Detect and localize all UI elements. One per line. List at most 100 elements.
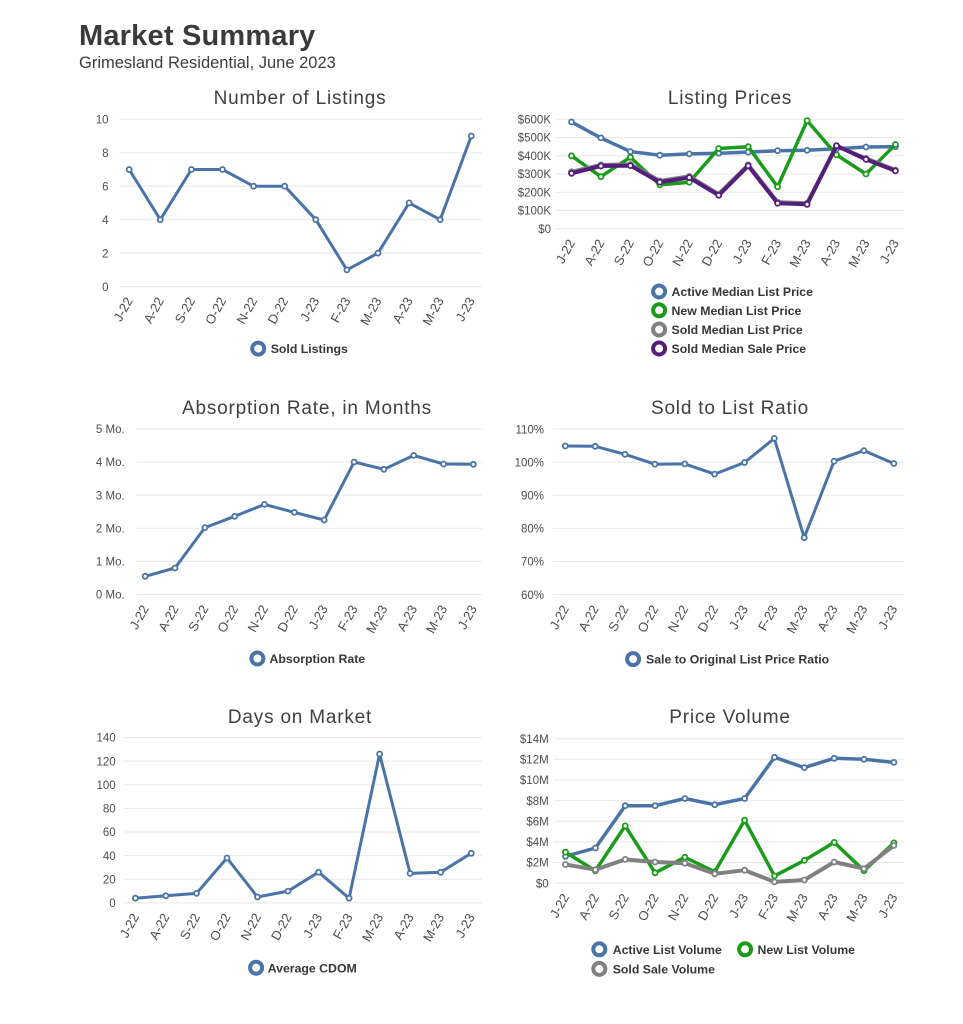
svg-text:Number of Listings: Number of Listings: [214, 88, 387, 109]
svg-text:F-23: F-23: [755, 603, 781, 634]
svg-text:110%: 110%: [515, 424, 544, 436]
svg-text:J-22: J-22: [126, 602, 151, 631]
svg-text:O-22: O-22: [214, 602, 241, 635]
svg-text:$100K: $100K: [518, 206, 552, 218]
svg-text:4 Mo.: 4 Mo.: [96, 457, 125, 469]
svg-text:M-23: M-23: [363, 602, 390, 635]
svg-text:$600K: $600K: [518, 115, 552, 127]
svg-text:A-23: A-23: [814, 603, 840, 634]
svg-text:60: 60: [103, 827, 116, 839]
svg-text:S-22: S-22: [605, 891, 631, 922]
svg-text:J-23: J-23: [453, 295, 478, 324]
svg-text:F-23: F-23: [758, 237, 784, 268]
svg-text:$500K: $500K: [518, 133, 552, 145]
svg-text:120: 120: [97, 756, 116, 768]
svg-text:0: 0: [102, 282, 108, 294]
svg-text:0: 0: [109, 898, 115, 910]
svg-text:$2M: $2M: [526, 858, 548, 870]
svg-text:3 Mo.: 3 Mo.: [96, 490, 125, 502]
svg-text:F-23: F-23: [755, 891, 781, 922]
svg-text:F-23: F-23: [327, 295, 353, 326]
svg-text:$14M: $14M: [520, 734, 549, 746]
svg-text:A-22: A-22: [146, 911, 172, 942]
svg-text:6: 6: [102, 181, 108, 193]
svg-text:Sold to List Ratio: Sold to List Ratio: [651, 398, 809, 419]
svg-text:O-22: O-22: [639, 237, 666, 270]
svg-text:A-22: A-22: [576, 891, 602, 922]
svg-text:Absorption Rate: Absorption Rate: [270, 652, 366, 666]
svg-text:5 Mo.: 5 Mo.: [96, 424, 125, 436]
svg-text:M-23: M-23: [359, 911, 386, 944]
svg-text:2: 2: [102, 248, 108, 260]
svg-text:New Median List Price: New Median List Price: [672, 304, 802, 318]
svg-text:90%: 90%: [521, 491, 544, 503]
svg-text:M-23: M-23: [420, 911, 447, 944]
svg-text:J-23: J-23: [729, 237, 754, 266]
svg-text:M-23: M-23: [783, 603, 810, 636]
svg-text:60%: 60%: [521, 590, 544, 602]
svg-text:M-23: M-23: [845, 237, 872, 270]
svg-text:N-22: N-22: [665, 603, 692, 635]
svg-text:S-22: S-22: [172, 295, 198, 326]
svg-text:Price Volume: Price Volume: [669, 707, 791, 728]
svg-text:M-23: M-23: [786, 237, 813, 270]
svg-text:D-22: D-22: [265, 295, 292, 327]
svg-text:$0: $0: [538, 224, 551, 236]
svg-text:Sold Listings: Sold Listings: [271, 342, 348, 356]
svg-text:New List Volume: New List Volume: [758, 943, 856, 957]
svg-text:$8M: $8M: [526, 796, 548, 808]
svg-text:$0: $0: [536, 878, 549, 890]
svg-text:20: 20: [103, 875, 116, 887]
svg-text:10: 10: [96, 115, 109, 127]
svg-text:$200K: $200K: [518, 187, 552, 199]
svg-text:Active List Volume: Active List Volume: [613, 943, 722, 957]
svg-text:J-23: J-23: [300, 911, 325, 940]
svg-text:$10M: $10M: [520, 775, 549, 787]
svg-text:Sale to Original List Price Ra: Sale to Original List Price Ratio: [646, 653, 830, 667]
svg-text:2 Mo.: 2 Mo.: [96, 524, 125, 536]
svg-text:N-22: N-22: [233, 295, 260, 327]
svg-text:J-23: J-23: [455, 602, 480, 631]
svg-text:A-22: A-22: [140, 295, 166, 326]
svg-text:A-23: A-23: [394, 602, 420, 633]
svg-text:8: 8: [102, 148, 108, 160]
svg-text:Sold Median Sale Price: Sold Median Sale Price: [672, 342, 807, 356]
svg-text:A-22: A-22: [575, 603, 601, 634]
svg-text:S-22: S-22: [185, 602, 211, 633]
svg-text:D-22: D-22: [274, 602, 301, 634]
svg-text:4: 4: [102, 215, 109, 227]
svg-text:D-22: D-22: [695, 891, 722, 923]
svg-text:$400K: $400K: [518, 151, 552, 163]
svg-text:J-22: J-22: [547, 891, 572, 920]
svg-text:40: 40: [103, 851, 116, 863]
svg-text:70%: 70%: [521, 557, 544, 569]
svg-text:J-23: J-23: [452, 911, 477, 940]
svg-text:100: 100: [97, 780, 116, 792]
svg-text:O-22: O-22: [635, 891, 662, 924]
svg-text:Listing Prices: Listing Prices: [668, 88, 792, 109]
svg-text:J-22: J-22: [117, 911, 142, 940]
svg-text:$4M: $4M: [526, 837, 548, 849]
svg-text:Absorption Rate, in Months: Absorption Rate, in Months: [182, 398, 432, 419]
svg-text:O-22: O-22: [634, 603, 661, 636]
svg-text:Sold Sale Volume: Sold Sale Volume: [613, 963, 715, 977]
svg-text:100%: 100%: [515, 457, 544, 469]
svg-text:$6M: $6M: [526, 816, 548, 828]
svg-text:J-23: J-23: [297, 295, 322, 324]
svg-text:O-22: O-22: [202, 295, 229, 328]
svg-text:N-22: N-22: [665, 891, 692, 923]
svg-text:Average CDOM: Average CDOM: [268, 961, 357, 975]
svg-text:M-23: M-23: [419, 295, 446, 328]
svg-text:M-23: M-23: [843, 891, 870, 924]
svg-text:S-22: S-22: [605, 603, 631, 634]
svg-text:$300K: $300K: [518, 169, 552, 181]
svg-text:J-23: J-23: [877, 237, 902, 266]
svg-text:80: 80: [103, 804, 116, 816]
svg-text:0 Mo.: 0 Mo.: [96, 590, 125, 602]
svg-text:D-22: D-22: [694, 603, 721, 635]
svg-text:M-23: M-23: [843, 603, 870, 636]
svg-text:N-22: N-22: [669, 237, 696, 269]
svg-text:S-22: S-22: [611, 237, 637, 268]
svg-text:D-22: D-22: [268, 911, 295, 943]
svg-text:J-23: J-23: [875, 891, 900, 920]
